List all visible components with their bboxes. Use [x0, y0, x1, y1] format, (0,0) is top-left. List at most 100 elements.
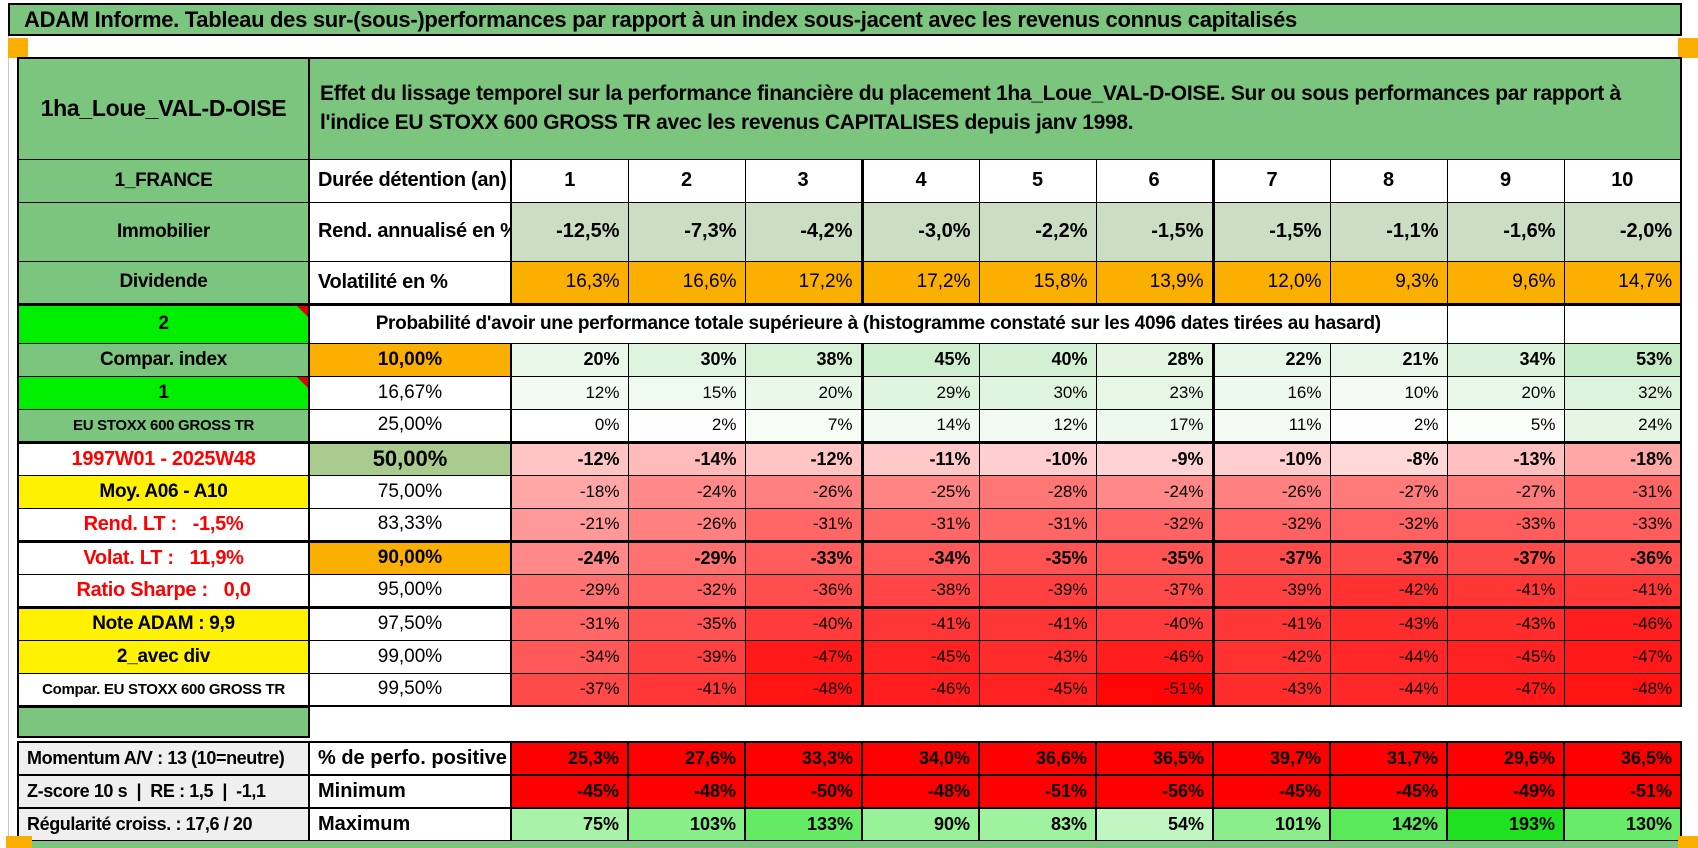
row-label-cell[interactable]: Moy. A06 - A10 — [17, 474, 310, 509]
probability-value-cell[interactable]: -13% — [1446, 441, 1565, 476]
probability-value-cell[interactable]: -32% — [1212, 507, 1331, 543]
probability-value-cell[interactable]: -27% — [1446, 474, 1565, 509]
probability-value-cell[interactable]: -40% — [744, 606, 864, 641]
probability-value-cell[interactable]: 12% — [978, 408, 1097, 444]
probability-value-cell[interactable]: -12% — [510, 441, 629, 476]
placement-name-cell[interactable]: 1ha_Loue_VAL-D-OISE — [17, 57, 310, 160]
threshold-cell[interactable]: 16,67% — [308, 375, 512, 410]
annualized-return-cell[interactable]: -3,0% — [861, 201, 980, 262]
probability-value-cell[interactable]: -24% — [627, 474, 746, 509]
stat-value-cell[interactable]: 75% — [510, 807, 629, 842]
probability-value-cell[interactable]: -40% — [1095, 606, 1215, 641]
stat-value-cell[interactable]: 29,6% — [1446, 741, 1565, 776]
probability-value-cell[interactable]: -43% — [1329, 606, 1448, 641]
stat-metric-cell[interactable]: Maximum — [308, 807, 512, 842]
probability-value-cell[interactable]: 21% — [1329, 342, 1448, 377]
volatility-cell[interactable]: 17,2% — [744, 260, 864, 306]
probability-value-cell[interactable]: -38% — [861, 573, 980, 609]
annualized-return-cell[interactable]: -7,3% — [627, 201, 746, 262]
stat-value-cell[interactable]: -50% — [744, 774, 863, 809]
stat-value-cell[interactable]: -48% — [627, 774, 746, 809]
probability-value-cell[interactable]: 38% — [744, 342, 864, 377]
probability-value-cell[interactable]: 20% — [510, 342, 629, 377]
row-label-cell[interactable]: Volat. LT : 11,9% — [17, 540, 310, 575]
probability-value-cell[interactable]: -31% — [861, 507, 980, 543]
stat-value-cell[interactable]: 27,6% — [627, 741, 746, 776]
stat-label-cell[interactable]: Momentum A/V : 13 (10=neutre) — [17, 741, 310, 776]
stat-value-cell[interactable]: 103% — [627, 807, 746, 842]
probability-value-cell[interactable]: -11% — [861, 441, 980, 476]
volatility-cell[interactable]: 14,7% — [1563, 260, 1682, 306]
probability-value-cell[interactable]: -41% — [1563, 573, 1682, 609]
column-header-cell[interactable]: 8 — [1329, 158, 1448, 203]
probability-value-cell[interactable]: -34% — [510, 639, 629, 674]
probability-value-cell[interactable]: -41% — [1446, 573, 1565, 609]
threshold-cell[interactable]: 10,00% — [308, 342, 512, 377]
volatility-cell[interactable]: 16,6% — [627, 260, 746, 306]
row-label-cell[interactable]: Immobilier — [17, 201, 310, 262]
volatility-cell[interactable]: 13,9% — [1095, 260, 1215, 306]
probability-value-cell[interactable]: 14% — [861, 408, 980, 444]
probability-value-cell[interactable]: 22% — [1212, 342, 1331, 377]
probability-value-cell[interactable]: -48% — [1563, 672, 1682, 707]
probability-value-cell[interactable]: -36% — [1563, 540, 1682, 575]
probability-value-cell[interactable]: -26% — [744, 474, 864, 509]
probability-value-cell[interactable]: 5% — [1446, 408, 1565, 444]
probability-value-cell[interactable]: -45% — [1446, 639, 1565, 674]
probability-value-cell[interactable]: -43% — [1446, 606, 1565, 641]
volatility-cell[interactable]: 9,3% — [1329, 260, 1448, 306]
probability-value-cell[interactable]: -33% — [744, 540, 864, 575]
probability-banner-cell[interactable]: Probabilité d'avoir une performance tota… — [308, 303, 1448, 344]
stat-metric-cell[interactable]: % de perfo. positive — [308, 741, 512, 776]
probability-value-cell[interactable]: 30% — [978, 375, 1097, 410]
probability-value-cell[interactable]: -37% — [1095, 573, 1215, 609]
probability-value-cell[interactable]: -43% — [1212, 672, 1331, 707]
probability-value-cell[interactable]: -21% — [510, 507, 629, 543]
probability-value-cell[interactable]: -33% — [1446, 507, 1565, 543]
stat-value-cell[interactable]: 133% — [744, 807, 863, 842]
probability-value-cell[interactable]: 17% — [1095, 408, 1215, 444]
column-header-cell[interactable]: 10 — [1563, 158, 1682, 203]
column-header-cell[interactable]: 6 — [1095, 158, 1215, 203]
probability-value-cell[interactable]: 28% — [1095, 342, 1215, 377]
stat-value-cell[interactable]: -51% — [1563, 774, 1682, 809]
column-header-cell[interactable]: 9 — [1446, 158, 1565, 203]
probability-value-cell[interactable]: -33% — [1563, 507, 1682, 543]
row-label-cell[interactable]: EU STOXX 600 GROSS TR — [17, 408, 310, 444]
annualized-return-cell[interactable]: -1,5% — [1095, 201, 1215, 262]
column-header-cell[interactable]: 4 — [861, 158, 980, 203]
probability-value-cell[interactable]: -12% — [744, 441, 864, 476]
stat-label-cell[interactable]: Régularité croiss. : 17,6 / 20 — [17, 807, 310, 842]
table-description-cell[interactable]: Effet du lissage temporel sur la perform… — [308, 57, 1682, 160]
probability-value-cell[interactable]: 16% — [1212, 375, 1331, 410]
threshold-cell[interactable]: 95,00% — [308, 573, 512, 609]
probability-value-cell[interactable]: 15% — [627, 375, 746, 410]
row-label-cell[interactable]: Compar. EU STOXX 600 GROSS TR — [17, 672, 310, 707]
probability-value-cell[interactable]: -42% — [1212, 639, 1331, 674]
threshold-cell[interactable]: 83,33% — [308, 507, 512, 543]
probability-value-cell[interactable]: -18% — [510, 474, 629, 509]
probability-value-cell[interactable]: -39% — [1212, 573, 1331, 609]
volatility-cell[interactable]: 15,8% — [978, 260, 1097, 306]
probability-value-cell[interactable]: -32% — [627, 573, 746, 609]
probability-value-cell[interactable]: -26% — [1212, 474, 1331, 509]
stat-value-cell[interactable]: 36,5% — [1563, 741, 1682, 776]
probability-value-cell[interactable]: 2% — [627, 408, 746, 444]
row-label-cell[interactable]: Compar. index — [17, 342, 310, 377]
probability-value-cell[interactable]: -41% — [861, 606, 980, 641]
probability-value-cell[interactable]: -37% — [1212, 540, 1331, 575]
stat-value-cell[interactable]: 39,7% — [1212, 741, 1331, 776]
probability-value-cell[interactable]: -29% — [627, 540, 746, 575]
probability-value-cell[interactable]: 11% — [1212, 408, 1331, 444]
row-label-cell[interactable]: Ratio Sharpe : 0,0 — [17, 573, 310, 609]
stat-value-cell[interactable]: 33,3% — [744, 741, 863, 776]
probability-value-cell[interactable]: -45% — [978, 672, 1097, 707]
probability-value-cell[interactable]: -42% — [1329, 573, 1448, 609]
stat-value-cell[interactable]: -45% — [510, 774, 629, 809]
stat-value-cell[interactable]: 90% — [861, 807, 980, 842]
annualized-return-cell[interactable]: -4,2% — [744, 201, 864, 262]
probability-value-cell[interactable]: -47% — [1563, 639, 1682, 674]
probability-value-cell[interactable]: 24% — [1563, 408, 1682, 444]
probability-value-cell[interactable]: -44% — [1329, 672, 1448, 707]
duration-header-cell[interactable]: Durée détention (an) — [308, 158, 512, 203]
